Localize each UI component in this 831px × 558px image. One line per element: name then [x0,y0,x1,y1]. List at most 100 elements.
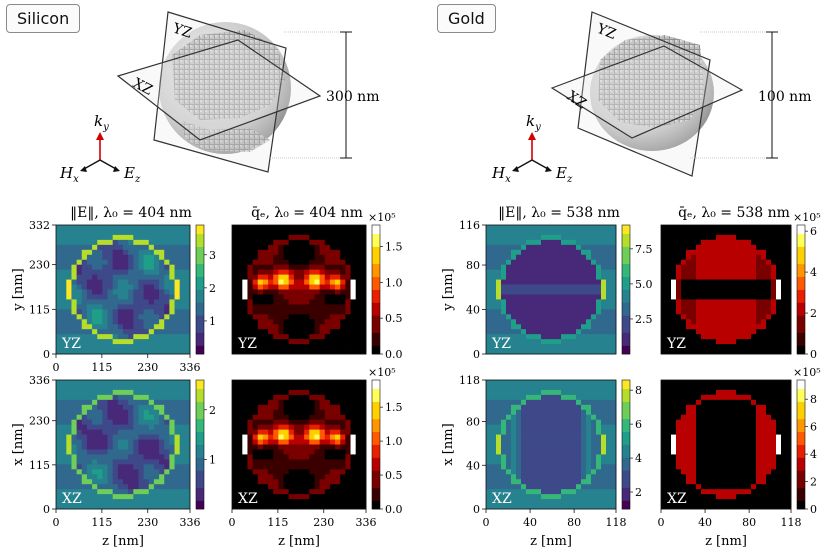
heatmap-cell [148,239,155,246]
heatmap-cell [501,484,507,490]
heatmap-cell [66,339,72,345]
heatmap-cell [335,504,341,510]
heatmap-cell [566,499,572,505]
heatmap-cell [242,234,248,241]
heatmap-cell [501,349,507,355]
heatmap-cell [174,229,181,236]
heatmap-cell [666,319,672,325]
heatmap-cell [102,314,108,320]
heatmap-cell [711,324,717,330]
heatmap-cell [179,459,186,465]
heatmap-cell [143,439,150,445]
heatmap-cell [536,409,542,416]
heatmap-cell [666,289,672,295]
heatmap-cell [511,384,517,391]
heatmap-cell [581,489,587,495]
heatmap-cell [541,504,547,510]
heatmap-cell [566,244,572,251]
heatmap-cell [776,279,782,285]
heatmap-cell [491,284,497,290]
heatmap-cell [232,274,238,280]
heatmap-cell [184,479,191,485]
heatmap-cell [601,399,607,406]
heatmap-cell [86,349,93,355]
heatmap-cell [506,334,512,340]
heatmap-cell [159,229,165,236]
heatmap-cell [133,499,139,505]
heatmap-cell [786,225,792,231]
heatmap-cell [591,339,597,345]
heatmap-cell [556,299,562,305]
x-tick-label: 0 [53,516,60,529]
heatmap-cell [184,454,191,460]
heatmap-cell [107,499,114,505]
heatmap-cell [237,344,243,350]
heatmap-cell [153,304,160,310]
heatmap-cell [128,424,134,431]
heatmap-cell [232,284,238,290]
heatmap-cell [97,329,103,335]
heatmap-cell [561,319,567,325]
heatmap-cell [247,329,254,335]
heatmap-cell [232,259,238,266]
heatmap-cell [561,439,567,445]
heatmap-cell [661,289,667,295]
heatmap-cell [66,429,72,435]
heatmap-cell [97,274,103,280]
heatmap-cell [133,389,139,396]
heatmap-cell [491,344,497,350]
heatmap-cell [686,229,692,236]
heatmap-cell [159,299,165,305]
heatmap-cell [117,394,124,401]
heatmap-cell [164,339,170,345]
heatmap-cell [521,444,527,450]
heatmap-cell [107,229,114,236]
heatmap-cell [143,264,150,271]
heatmap-cell [97,304,103,310]
heatmap-cell [756,339,762,345]
heatmap-cell [184,314,191,320]
heatmap-cell [741,259,747,266]
heatmap-cell [56,469,62,475]
heatmap-cell [252,394,259,401]
heatmap-cell [506,380,512,386]
heatmap-cell [123,259,129,266]
heatmap-cell [102,294,108,300]
heatmap-cell [751,274,757,280]
heatmap-cell [526,489,532,495]
heatmap-cell [288,449,295,455]
heatmap-cell [666,304,672,310]
heatmap-cell [123,474,129,480]
heatmap-cell [184,234,191,241]
size-label: 300 nm [326,89,379,105]
heatmap-cell [107,309,114,315]
heatmap-cell [576,479,582,485]
heatmap-cell [324,269,331,276]
heatmap-cell [102,264,108,271]
heatmap-cell [566,479,572,485]
heatmap-cell [786,344,792,350]
heatmap-cell [56,399,62,406]
heatmap-cell [526,259,532,266]
heatmap-cell [666,324,672,330]
heatmap-cell [153,439,160,445]
colorbar-step [372,392,380,398]
heatmap-cell [350,279,357,285]
heatmap-cell [169,484,175,490]
heatmap-cell [581,314,587,320]
heatmap-cell [92,469,98,475]
heatmap-cell [278,314,284,320]
heatmap-cell [169,294,175,300]
heatmap-cell [97,489,103,495]
heatmap-cell [153,469,160,475]
heatmap-cell [711,244,717,251]
heatmap-cell [97,339,103,345]
heatmap-cell [781,304,787,310]
heatmap-cell [319,424,326,431]
heatmap-cell [86,404,93,411]
heatmap-cell [781,239,787,246]
heatmap-cell [781,334,787,340]
heatmap-cell [283,299,290,305]
heatmap-cell [252,304,259,310]
